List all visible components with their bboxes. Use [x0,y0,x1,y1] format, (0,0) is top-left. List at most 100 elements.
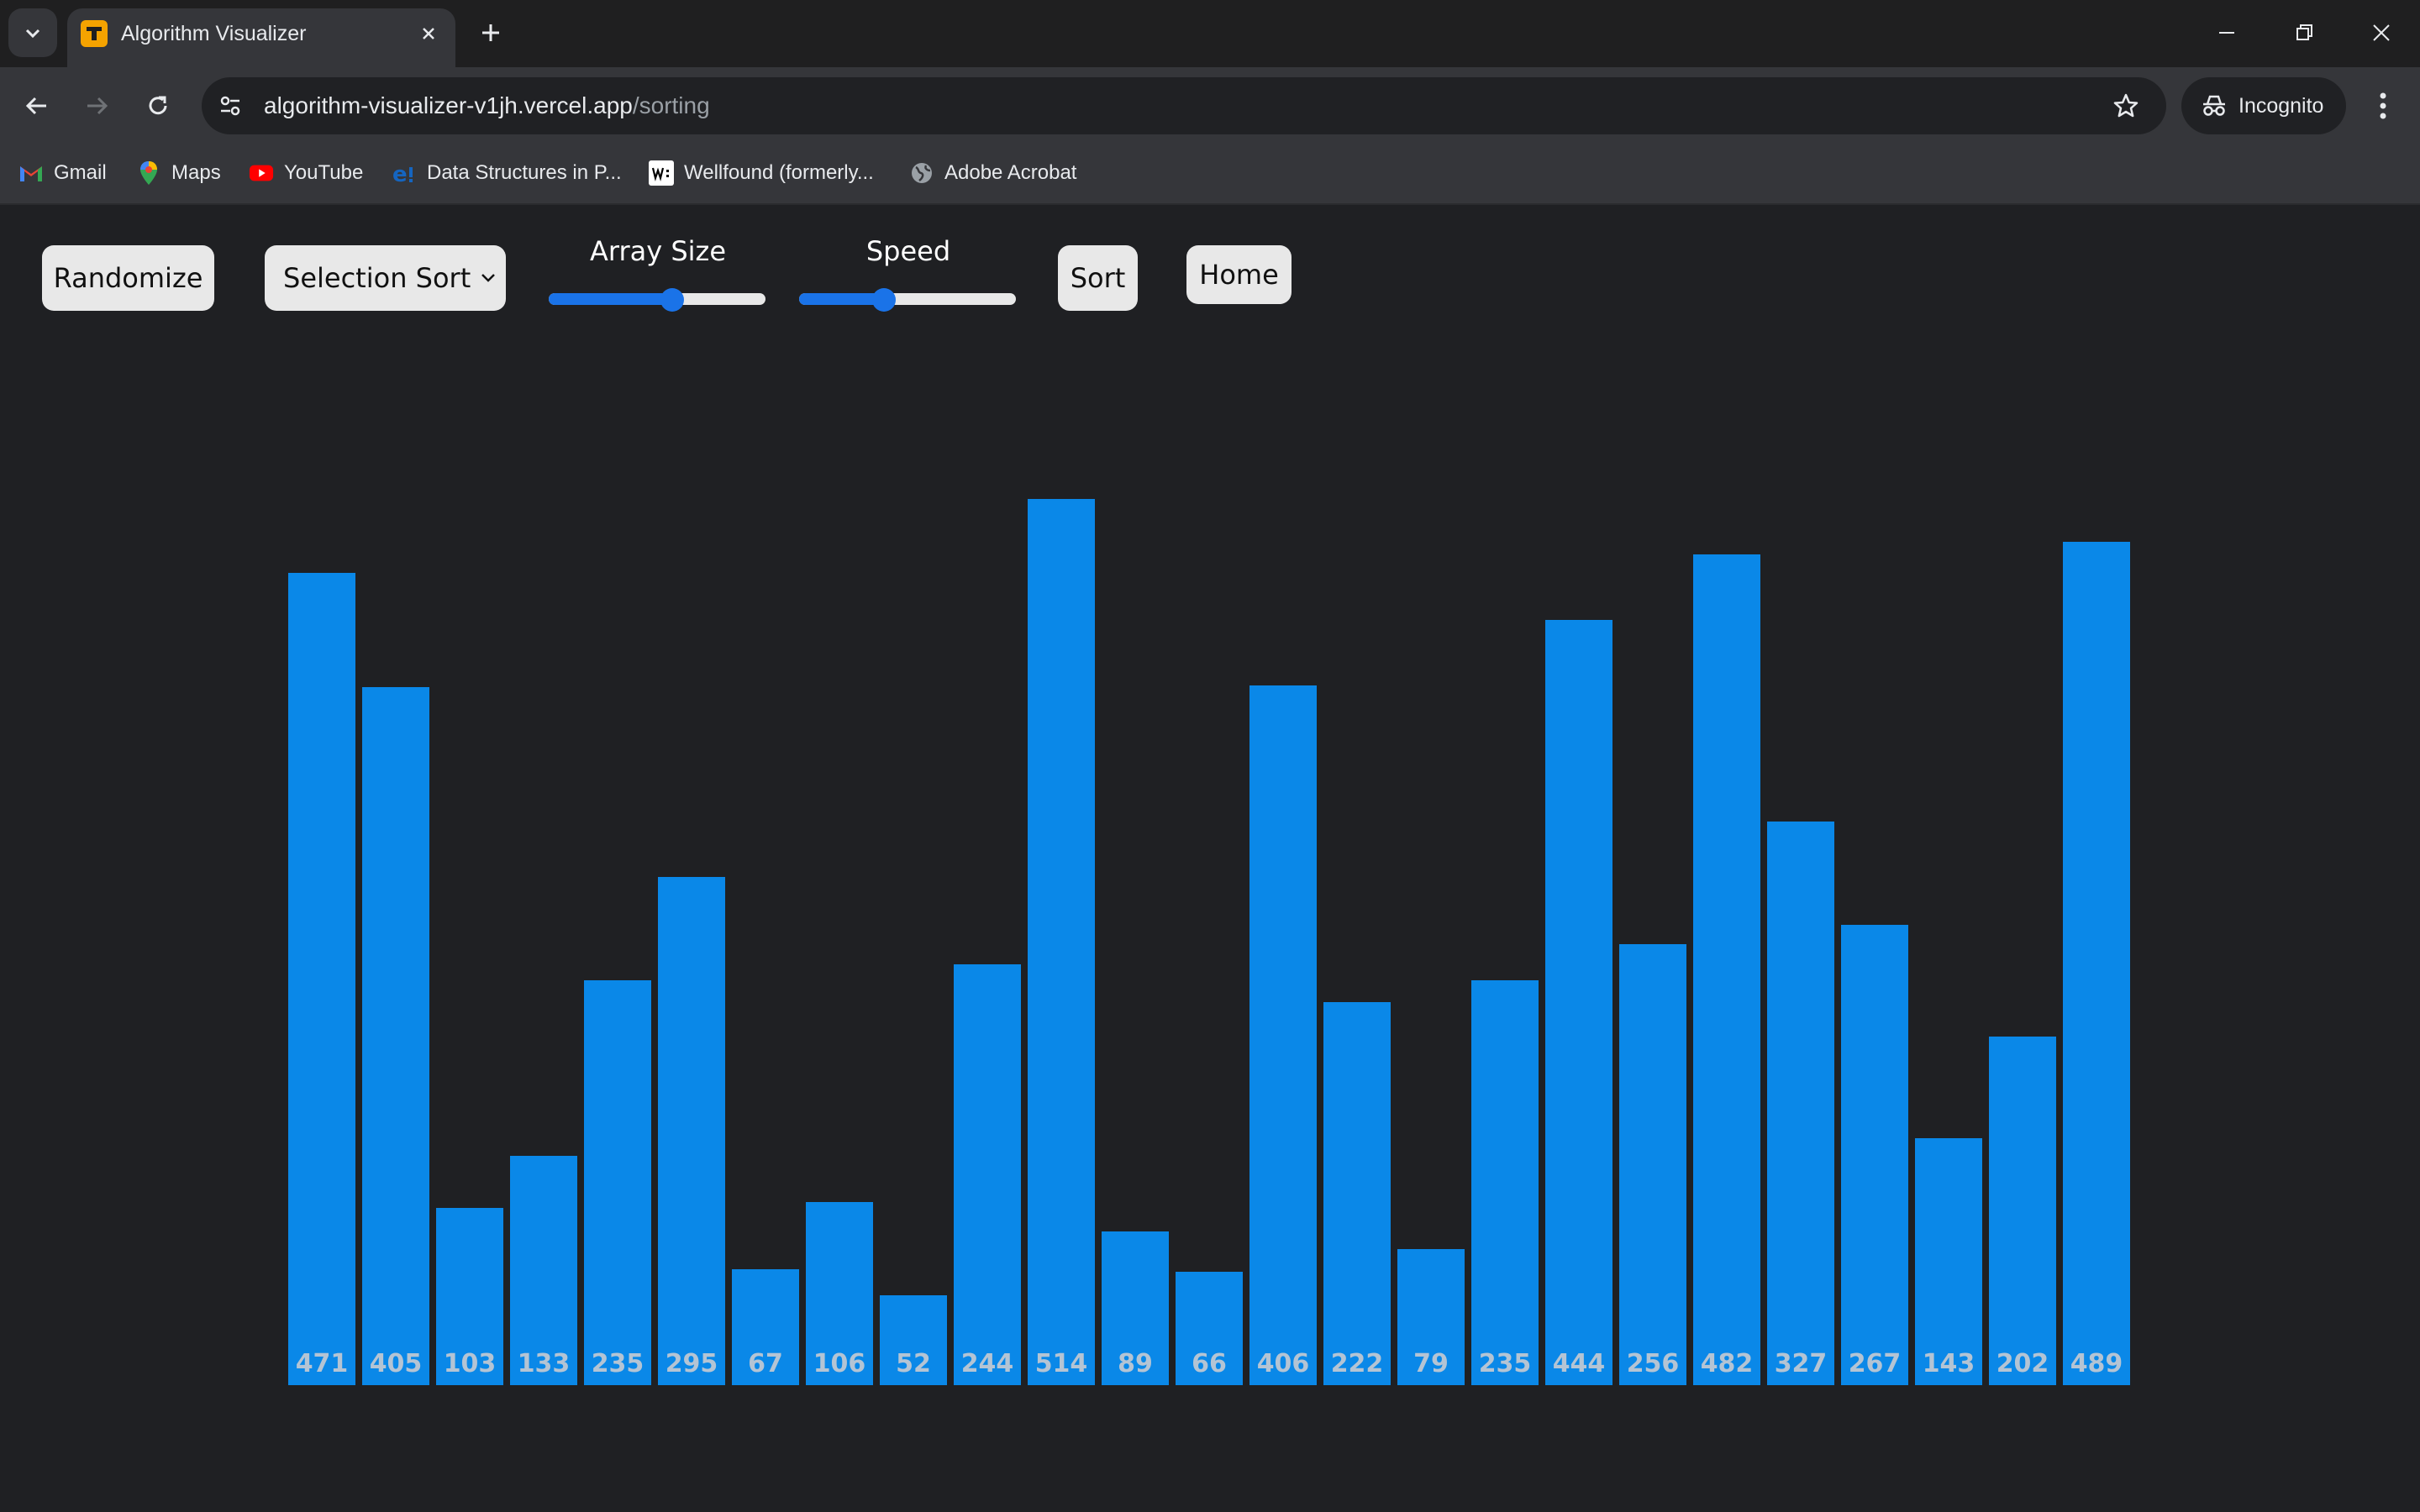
array-bar-value: 244 [960,1349,1014,1378]
tab-title: Algorithm Visualizer [121,22,307,45]
array-size-label: Array Size [589,235,727,267]
window-close-button[interactable] [2356,12,2407,54]
url-text: algorithm-visualizer-v1jh.vercel.app/sor… [264,92,710,120]
randomize-button[interactable]: Randomize [42,245,214,311]
algorithm-selected-value: Selection Sort [283,262,471,294]
bookmark-label: Adobe Acrobat [944,161,1077,184]
array-bar [584,980,651,1385]
algorithm-select[interactable]: Selection Sort [265,245,506,311]
bookmark-gmail[interactable]: Gmail [18,156,107,190]
array-bar-value: 444 [1552,1349,1606,1378]
forward-button[interactable] [76,86,117,126]
bookmark-star-button[interactable] [2109,89,2143,123]
array-bar-value: 103 [443,1349,497,1378]
wellfound-icon [649,160,674,186]
bookmark-wellfound[interactable]: Wellfound (formerly... [649,156,874,190]
array-bar-value: 222 [1330,1349,1384,1378]
url-path: /sorting [632,92,710,118]
speed-label: Speed [865,235,951,267]
array-bar-value: 235 [591,1349,644,1378]
speed-slider[interactable] [799,293,1016,305]
tab-search-button[interactable] [8,8,57,57]
address-bar[interactable]: algorithm-visualizer-v1jh.vercel.app/sor… [202,77,2166,134]
tune-icon [220,96,240,116]
array-bar-value: 471 [295,1349,349,1378]
globe-icon [909,160,934,186]
more-vertical-icon [2380,92,2386,119]
ds-site-icon: e [392,160,417,186]
array-bar-value: 295 [665,1349,718,1378]
chevron-down-icon [25,29,40,39]
bookmark-maps[interactable]: Maps [136,156,221,190]
array-bar-value: 482 [1700,1349,1754,1378]
array-bar-value: 235 [1478,1349,1532,1378]
bookmark-label: Gmail [54,161,107,184]
bookmarks-bar: Gmail Maps YouTube e [0,144,2420,205]
array-bar-value: 66 [1192,1349,1227,1378]
array-bar [1545,620,1612,1385]
array-bar [1915,1138,1982,1385]
array-bar-value: 143 [1922,1349,1975,1378]
array-size-slider[interactable] [549,293,765,305]
incognito-label: Incognito [2238,93,2324,118]
array-bar [1028,499,1095,1385]
youtube-icon [249,160,274,186]
array-bar-value: 514 [1034,1349,1088,1378]
chevron-down-icon [481,274,495,282]
bookmark-label: Maps [171,161,221,184]
array-bar [1397,1249,1465,1385]
reload-button[interactable] [138,86,178,126]
incognito-icon [2203,95,2225,116]
bookmark-adobe-acrobat[interactable]: Adobe Acrobat [909,156,1076,190]
bookmark-youtube[interactable]: YouTube [249,156,363,190]
browser-menu-button[interactable] [2366,87,2400,124]
array-bar-value: 405 [369,1349,423,1378]
new-tab-button[interactable] [473,15,508,50]
array-bar [1249,685,1317,1385]
sort-button[interactable]: Sort [1058,245,1138,311]
arrow-right-icon [87,97,108,115]
restore-button[interactable] [2279,12,2329,54]
array-bar [288,573,355,1385]
array-bar-chart: 471 405 103 133 235 295 67 106 52 244 514 89 66 406 22… [288,499,2137,1385]
array-bar-value: 133 [517,1349,571,1378]
array-bar-value: 67 [748,1349,783,1378]
arrow-left-icon [25,97,46,115]
array-bar [362,687,429,1385]
active-tab[interactable]: Algorithm Visualizer [67,8,455,67]
array-bar-value: 406 [1256,1349,1310,1378]
page-content: Randomize Selection Sort Array Size Spee… [0,205,2420,1512]
home-button[interactable]: Home [1186,245,1292,304]
app-favicon-icon [81,20,108,47]
speed-slider-fill [799,293,885,305]
array-bar-value: 489 [2070,1349,2123,1378]
minimize-button[interactable] [2202,12,2252,54]
array-bar-value: 79 [1413,1349,1449,1378]
maps-icon [136,160,161,186]
bookmark-data-structures[interactable]: e Data Structures in P... [392,156,622,190]
array-bar [1841,925,1908,1385]
array-bar-value: 106 [813,1349,866,1378]
speed-slider-thumb[interactable] [872,288,897,312]
array-bar [1102,1231,1169,1385]
close-icon [2373,24,2390,41]
site-info-button[interactable] [212,87,249,124]
array-size-control: Array Size [549,235,767,319]
array-bar [2063,542,2130,1385]
array-bar-value: 202 [1996,1349,2049,1378]
bookmark-label: Wellfound (formerly... [684,161,874,184]
browser-toolbar: algorithm-visualizer-v1jh.vercel.app/sor… [0,67,2420,144]
array-bar-value: 327 [1774,1349,1828,1378]
array-size-slider-thumb[interactable] [660,288,685,312]
bookmark-label: YouTube [284,161,364,184]
incognito-indicator[interactable]: Incognito [2181,77,2346,134]
array-bar-value: 52 [896,1349,931,1378]
array-bar [658,877,725,1385]
speed-control: Speed [799,235,1018,319]
star-icon [2113,93,2139,118]
tab-close-button[interactable] [413,18,444,49]
array-size-slider-fill [549,293,673,305]
array-bar [1767,822,1834,1385]
array-bar-value: 267 [1848,1349,1902,1378]
back-button[interactable] [17,86,57,126]
